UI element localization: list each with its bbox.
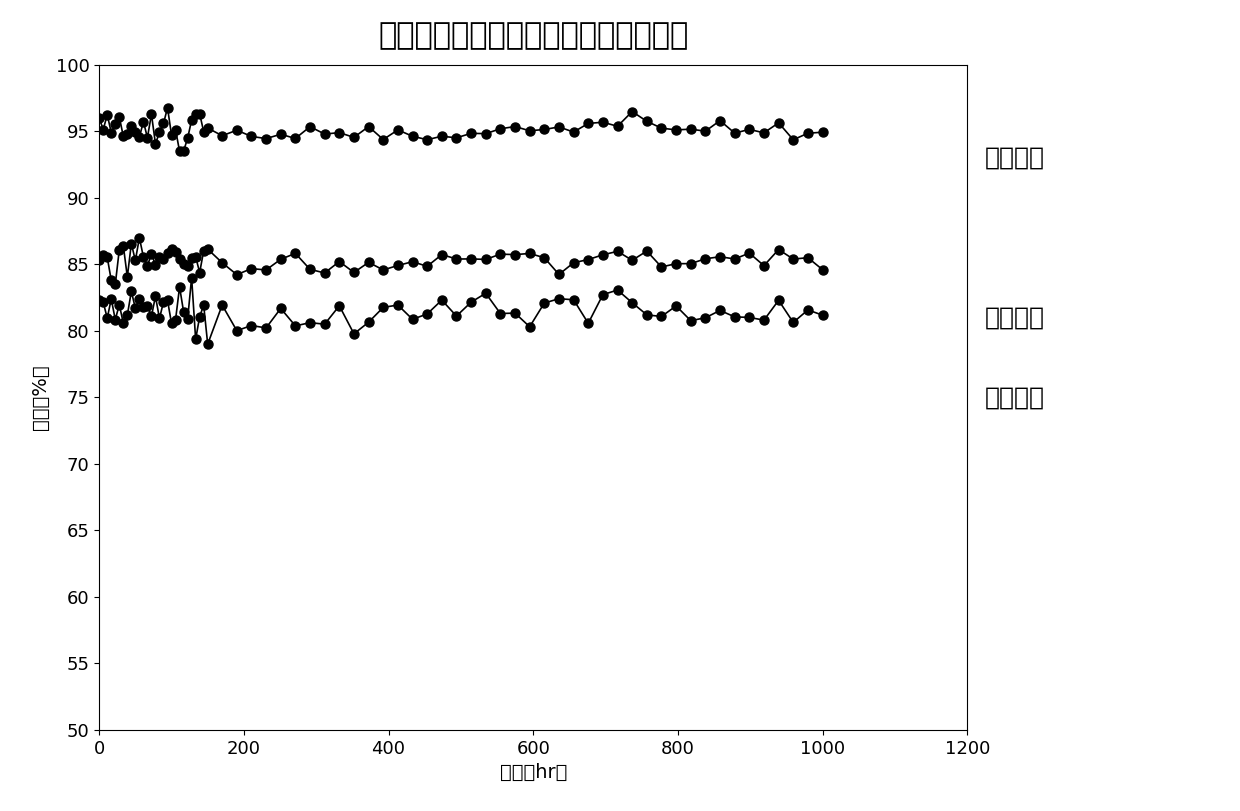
X-axis label: 时间（hr）: 时间（hr）	[500, 763, 567, 782]
Y-axis label: 效率（%）: 效率（%）	[31, 365, 50, 430]
Text: 能量效率: 能量效率	[985, 385, 1044, 410]
Title: 带有电压保护仪的储能系统效率稳定性: 带有电压保护仪的储能系统效率稳定性	[378, 21, 688, 50]
Text: 电压效率: 电压效率	[985, 306, 1044, 329]
Text: 库伦效率: 库伦效率	[985, 146, 1044, 170]
